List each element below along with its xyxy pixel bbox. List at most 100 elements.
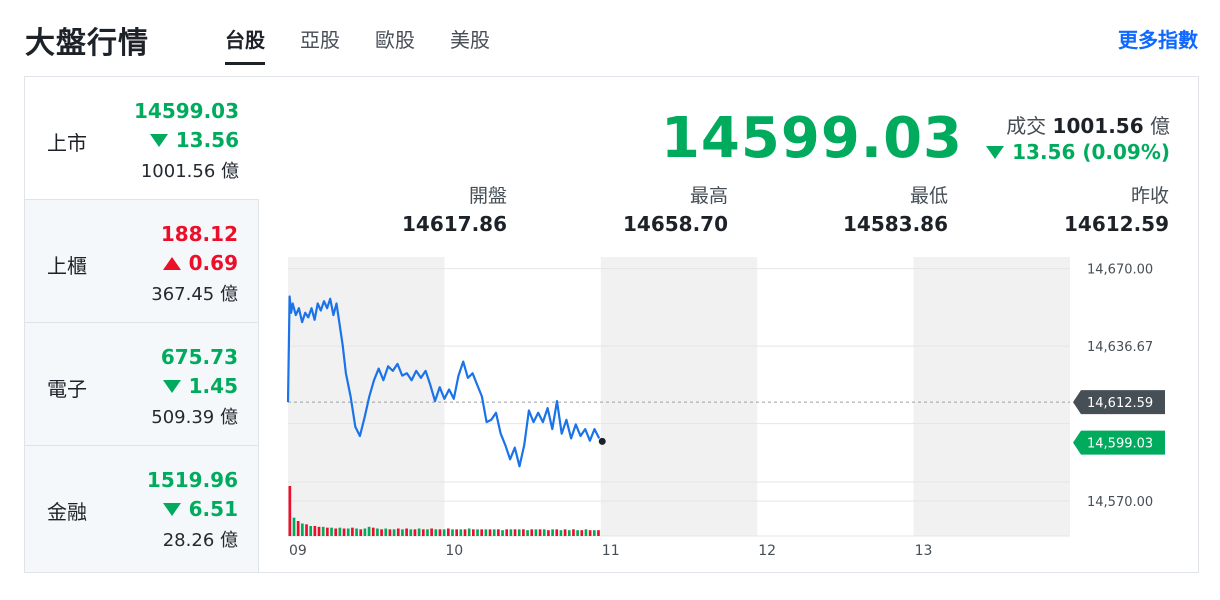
- volume-bar: [288, 486, 292, 536]
- more-indices-link[interactable]: 更多指數: [1118, 28, 1198, 52]
- volume-bar: [547, 530, 550, 536]
- reference-tag: [1073, 390, 1165, 415]
- volume-bar: [292, 517, 296, 536]
- stat-label: 昨收: [1130, 185, 1169, 207]
- market-card: 上市 14599.03 13.56 1001.56 億 上櫃 188.12 0.…: [24, 76, 1199, 573]
- sidebar-item-change-value: 0.69: [188, 251, 238, 275]
- sidebar-item-name: 電子: [47, 377, 87, 401]
- x-tick-label: 13: [915, 543, 933, 559]
- volume-bar: [467, 528, 471, 536]
- volume-bar: [551, 529, 554, 536]
- sidebar-item-volume: 367.45 億: [151, 284, 238, 305]
- volume-bar: [472, 529, 475, 536]
- volume-bar: [588, 530, 592, 536]
- volume-bar: [538, 529, 542, 536]
- sidebar-item-price: 188.12: [160, 222, 238, 246]
- sidebar-item-change: 0.69: [162, 251, 238, 275]
- volume-bar: [446, 528, 450, 536]
- sidebar-item-change: 1.45: [162, 374, 238, 398]
- volume-value: 1001.56: [1052, 114, 1144, 138]
- volume-bar: [351, 527, 354, 536]
- volume-bar: [572, 529, 575, 536]
- volume-bar: [371, 527, 375, 536]
- down-arrow-icon: [986, 145, 1005, 159]
- volume-bar: [530, 529, 534, 536]
- sidebar-item-name: 金融: [47, 500, 87, 524]
- volume-bar: [501, 530, 504, 536]
- volume-bar: [384, 528, 388, 536]
- volume-bar: [301, 523, 304, 536]
- volume-bar: [421, 529, 425, 536]
- volume-bar: [355, 528, 358, 536]
- hour-band: [288, 257, 445, 536]
- volume-bar: [321, 526, 325, 536]
- tab-us[interactable]: 美股: [450, 28, 490, 52]
- sidebar-item-price: 14599.03: [133, 99, 239, 123]
- tab-taiwan[interactable]: 台股: [225, 24, 265, 65]
- stat-value: 14617.86: [401, 212, 507, 236]
- current-tag: [1073, 430, 1165, 455]
- volume-bar: [442, 529, 446, 536]
- volume-bar: [313, 526, 317, 536]
- y-tick-label: 14,670.00: [1087, 263, 1153, 278]
- sidebar-item-price: 675.73: [160, 345, 238, 369]
- volume-bar: [346, 528, 350, 536]
- x-tick-label: 09: [289, 543, 307, 559]
- sidebar-item-volume: 1001.56 億: [140, 161, 239, 182]
- volume-bar: [517, 529, 521, 536]
- volume-bar: [363, 528, 367, 536]
- volume-bar: [576, 530, 579, 536]
- volume-bar: [396, 528, 400, 536]
- volume-bar: [459, 529, 463, 536]
- stat-label: 最低: [909, 185, 948, 207]
- volume-bar: [309, 526, 313, 536]
- volume-bar: [584, 529, 588, 536]
- volume-bar: [334, 528, 338, 536]
- volume-bar: [451, 529, 454, 536]
- current-price: 14599.03: [660, 106, 963, 171]
- down-arrow-icon: [149, 133, 168, 147]
- sidebar-item-change-value: 13.56: [175, 128, 239, 152]
- volume-bar: [426, 529, 429, 536]
- volume-bar: [497, 529, 500, 536]
- volume-bar: [455, 529, 458, 536]
- volume-bar: [367, 526, 371, 536]
- volume-bar: [513, 529, 517, 536]
- current-tag-label: 14,599.03: [1087, 437, 1153, 452]
- y-tick-label: 14,570.00: [1087, 495, 1153, 510]
- volume-bar: [509, 529, 513, 536]
- volume-bar: [505, 529, 509, 536]
- volume-bar: [592, 530, 596, 536]
- price-line: [286, 295, 601, 468]
- price-change: 13.56 (0.09%): [986, 140, 1170, 164]
- sidebar-item-listed[interactable]: 上市 14599.03 13.56 1001.56 億: [25, 77, 259, 200]
- market-tabs: 台股 亞股 歐股 美股: [225, 24, 525, 65]
- sidebar-item-price: 1519.96: [146, 468, 238, 492]
- volume-bar: [463, 529, 467, 536]
- volume-bar: [567, 530, 571, 536]
- x-tick-label: 12: [758, 543, 776, 559]
- volume-bar: [380, 529, 383, 536]
- volume-bar: [326, 527, 329, 536]
- sidebar-item-electronics[interactable]: 電子 675.73 1.45 509.39 億: [25, 323, 259, 446]
- sidebar-item-change-value: 1.45: [188, 374, 238, 398]
- tab-europe[interactable]: 歐股: [375, 28, 415, 52]
- sidebar-item-change-value: 6.51: [188, 497, 238, 521]
- sidebar-item-name: 上櫃: [47, 254, 87, 278]
- stat-value: 14658.70: [622, 212, 728, 236]
- down-arrow-icon: [162, 379, 181, 393]
- x-tick-label: 10: [445, 543, 463, 559]
- volume-bar: [542, 529, 546, 536]
- volume-bar: [526, 530, 529, 536]
- sidebar-item-otc[interactable]: 上櫃 188.12 0.69 367.45 億: [25, 200, 259, 323]
- volume-bar: [338, 527, 342, 536]
- volume-bar: [534, 529, 538, 536]
- volume-bar: [597, 530, 600, 536]
- intraday-chart[interactable]: 14,670.00 14,636.67 14,570.00 09 10 11 12 13 14,…: [25, 77, 1198, 572]
- volume-bar: [330, 527, 333, 536]
- sidebar-item-finance[interactable]: 金融 1519.96 6.51 28.26 億: [25, 446, 259, 572]
- hour-band: [913, 257, 1070, 536]
- volume-bar: [438, 529, 442, 536]
- stat-label: 開盤: [468, 185, 507, 207]
- tab-asia[interactable]: 亞股: [300, 28, 340, 52]
